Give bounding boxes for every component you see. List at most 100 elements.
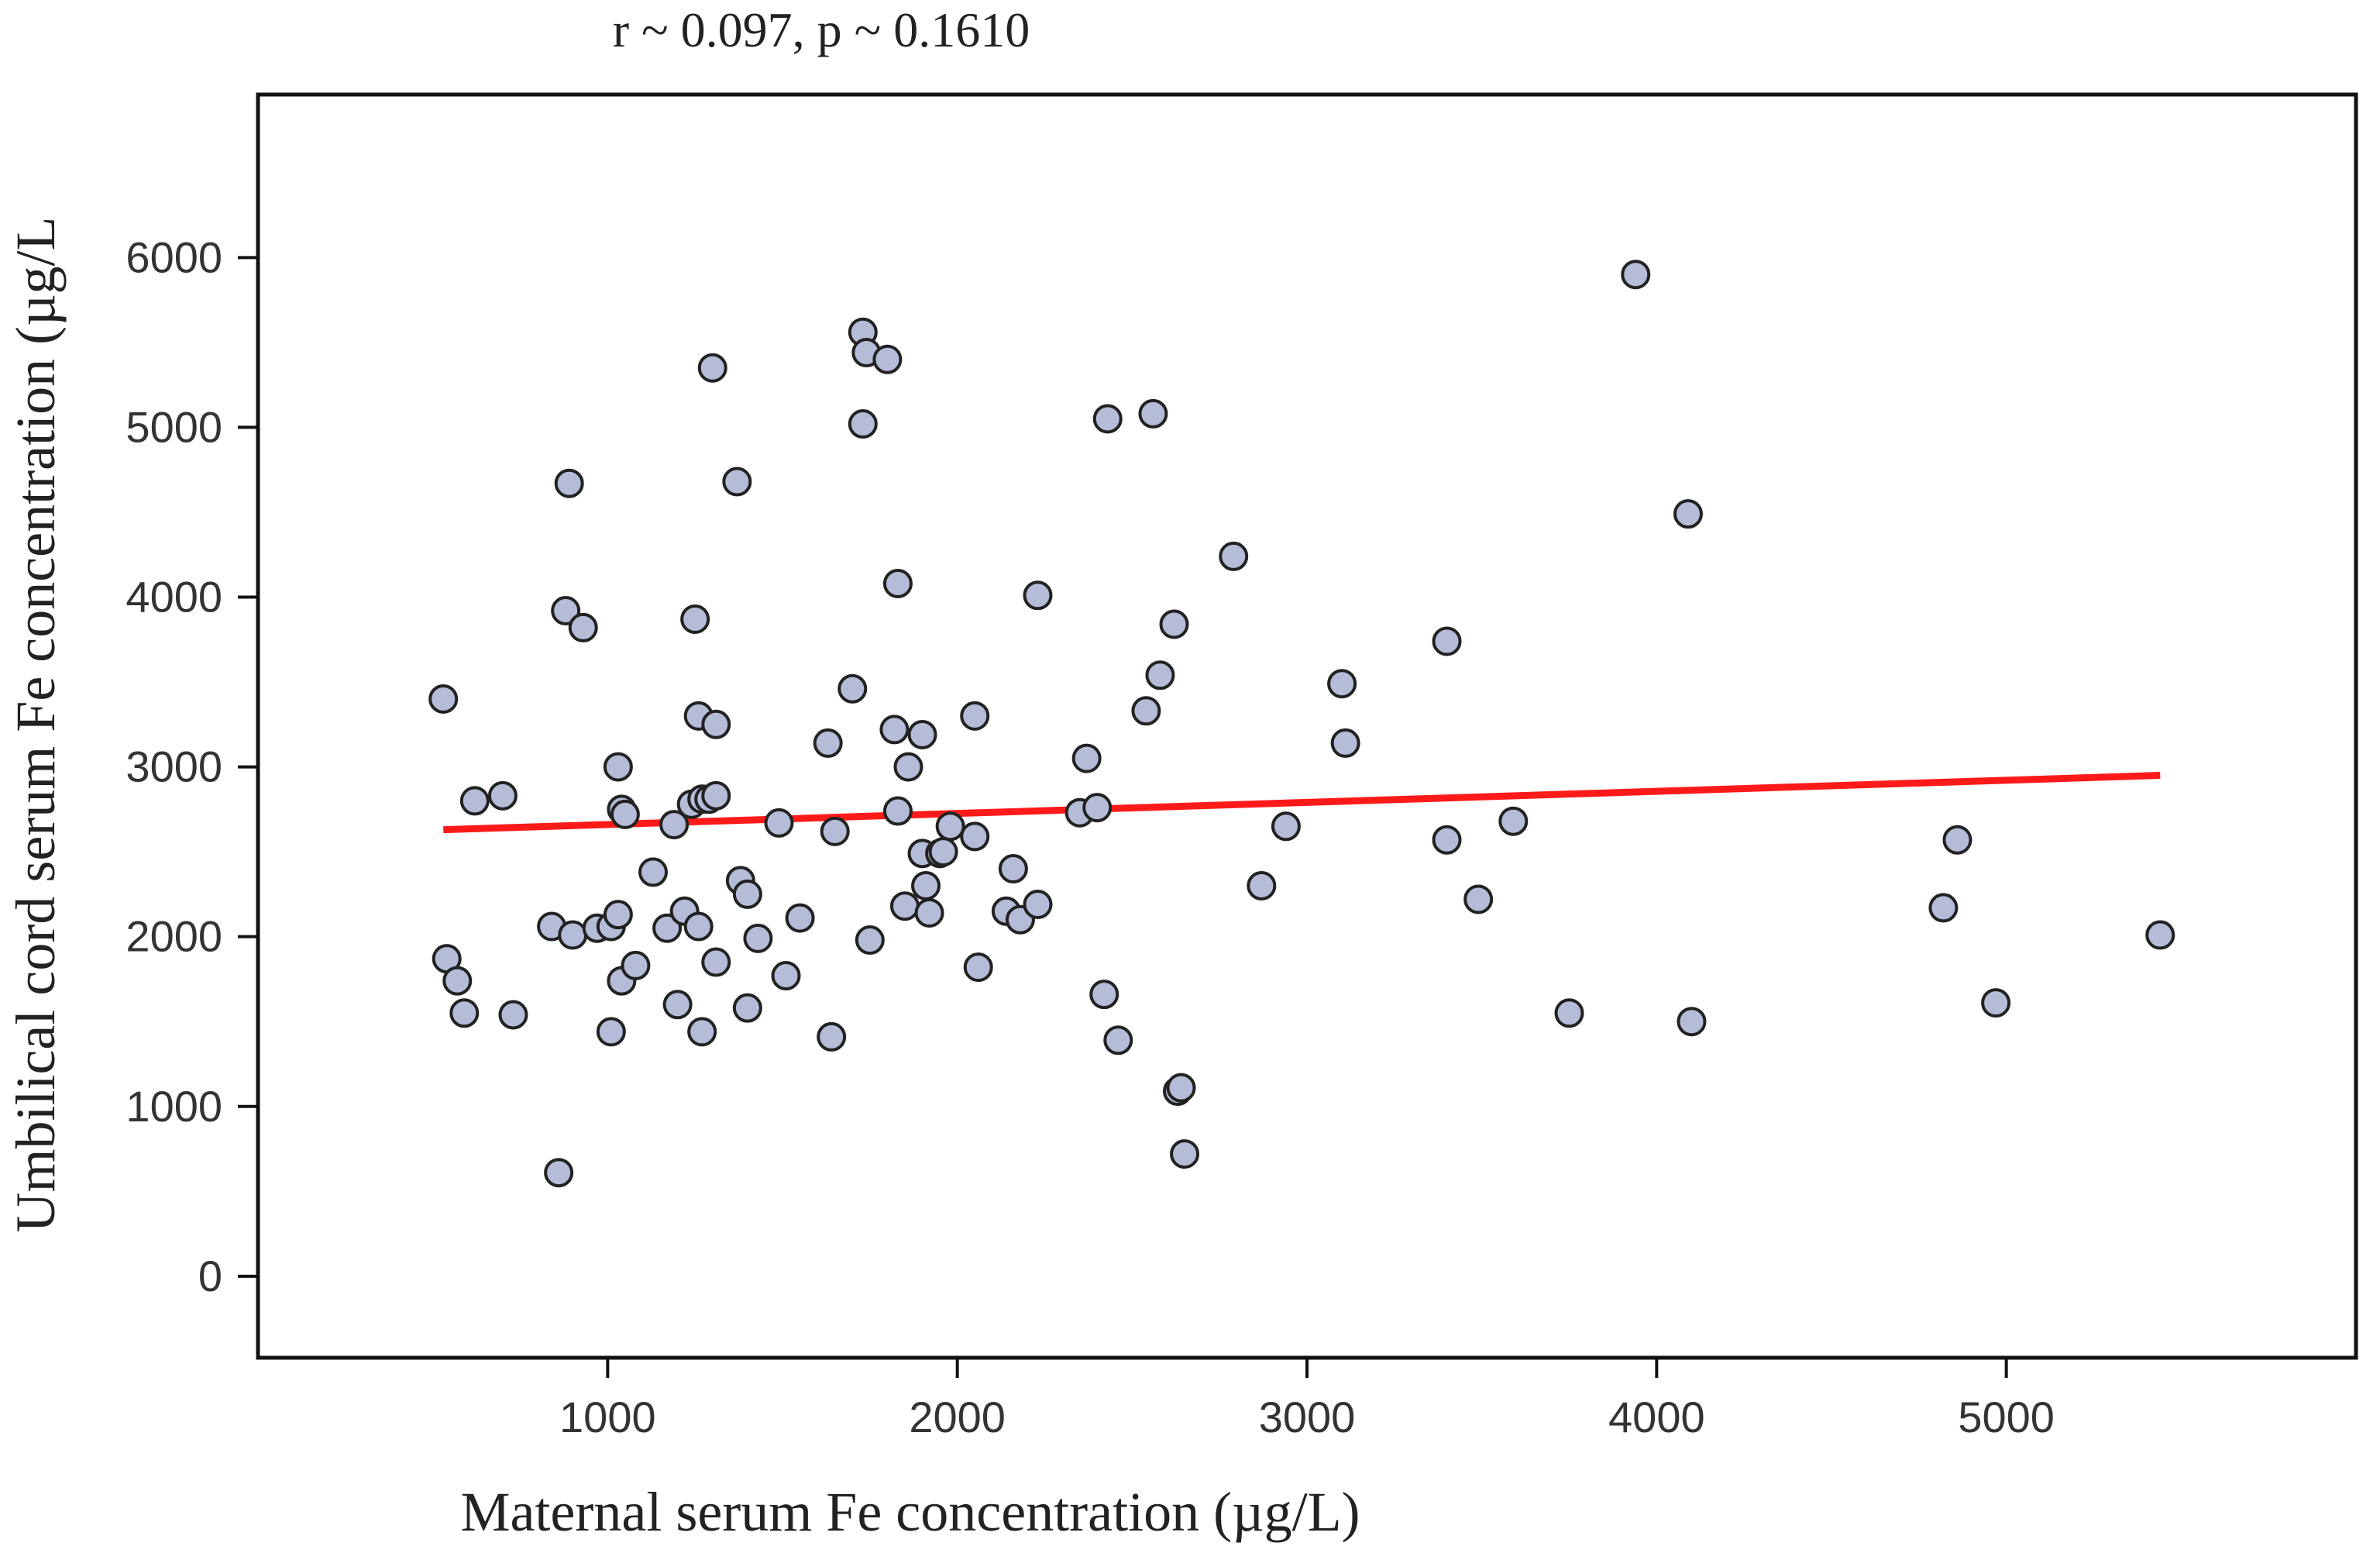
data-point [665, 991, 691, 1018]
data-point [815, 730, 841, 756]
data-point [961, 703, 988, 729]
data-point [930, 839, 957, 865]
data-point [745, 925, 771, 952]
x-tick-label: 5000 [1958, 1393, 2055, 1441]
chart-title: r ~ 0.097, p ~ 0.1610 [613, 2, 1030, 57]
data-point [703, 711, 729, 738]
data-point [462, 787, 488, 814]
data-point [700, 355, 726, 381]
data-point [451, 1000, 477, 1026]
data-point [570, 615, 597, 641]
data-point [965, 954, 992, 980]
data-point [556, 470, 583, 497]
data-point [598, 1018, 624, 1045]
data-point [881, 716, 907, 742]
data-point [765, 810, 792, 836]
data-point [1930, 894, 1956, 921]
data-point [703, 783, 729, 809]
data-point [1000, 856, 1027, 882]
data-point [1168, 1075, 1195, 1101]
data-point [1024, 582, 1051, 608]
data-point [917, 900, 943, 926]
data-point [1678, 1008, 1704, 1035]
data-point [686, 914, 712, 940]
y-axis-label: Umbilical cord serum Fe concentration (µ… [5, 216, 67, 1232]
data-point [444, 968, 470, 994]
y-tick-label: 6000 [126, 232, 222, 281]
data-point [1095, 405, 1121, 432]
data-point [961, 823, 988, 849]
data-point [2147, 921, 2173, 948]
data-point [822, 818, 848, 845]
data-point [1105, 1027, 1131, 1053]
data-point [885, 570, 911, 597]
data-point [892, 893, 918, 919]
data-point [885, 798, 911, 825]
data-point [1161, 611, 1187, 638]
data-point [1024, 891, 1051, 918]
data-point [682, 606, 708, 632]
data-point [640, 859, 666, 885]
y-tick-label: 1000 [126, 1082, 222, 1131]
data-point [913, 873, 939, 899]
data-point [895, 754, 921, 780]
data-point [787, 905, 813, 932]
x-axis: 1000 2000 3000 4000 5000 [559, 1358, 2055, 1441]
data-point [724, 469, 750, 495]
data-point [1091, 981, 1117, 1007]
data-point [874, 346, 900, 373]
data-point [1329, 670, 1355, 697]
data-point [1622, 261, 1649, 288]
y-axis: 0 1000 2000 3000 4000 5000 6000 [126, 232, 258, 1300]
data-point [605, 754, 631, 780]
y-tick-label: 2000 [126, 912, 222, 961]
x-tick-label: 3000 [1259, 1393, 1356, 1441]
data-point [559, 921, 586, 948]
data-point [734, 995, 761, 1021]
data-point [612, 801, 638, 828]
data-point [1140, 401, 1166, 427]
data-point [1556, 1000, 1583, 1026]
data-point [1465, 886, 1491, 912]
data-point [818, 1024, 844, 1050]
data-point [1675, 501, 1701, 527]
data-point [1983, 990, 2009, 1016]
data-point [734, 881, 761, 907]
data-point [430, 686, 456, 712]
data-point [500, 1001, 526, 1028]
data-point [1248, 873, 1274, 899]
y-tick-label: 3000 [126, 742, 222, 791]
data-point [1171, 1141, 1198, 1167]
data-point [857, 927, 883, 953]
data-point [1133, 697, 1159, 724]
data-point [850, 411, 876, 437]
x-tick-label: 2000 [909, 1393, 1006, 1441]
data-point [1084, 794, 1110, 821]
data-point [545, 1159, 572, 1186]
data-point [1434, 628, 1460, 654]
y-tick-label: 4000 [126, 572, 222, 621]
data-points-layer [430, 261, 2173, 1186]
data-point [937, 813, 964, 839]
data-point [490, 783, 516, 809]
y-tick-label: 0 [198, 1252, 222, 1300]
x-axis-label: Maternal serum Fe concentration (µg/L) [460, 1481, 1360, 1543]
data-point [703, 949, 729, 976]
data-point [773, 963, 800, 989]
data-point [910, 721, 936, 748]
data-point [1944, 827, 1970, 853]
data-point [839, 676, 865, 702]
data-point [689, 1018, 715, 1045]
y-tick-label: 5000 [126, 402, 222, 451]
data-point [1074, 746, 1100, 772]
data-point [1333, 730, 1359, 756]
scatter-chart: r ~ 0.097, p ~ 0.1610 0 1000 2000 3000 4000 5… [0, 0, 2380, 1560]
data-point [605, 901, 631, 928]
data-point [622, 952, 648, 979]
data-point [1220, 543, 1247, 570]
x-tick-label: 1000 [559, 1393, 656, 1441]
data-point [1147, 662, 1173, 688]
x-tick-label: 4000 [1608, 1393, 1705, 1441]
data-point [1273, 813, 1299, 839]
data-point [1434, 827, 1460, 853]
